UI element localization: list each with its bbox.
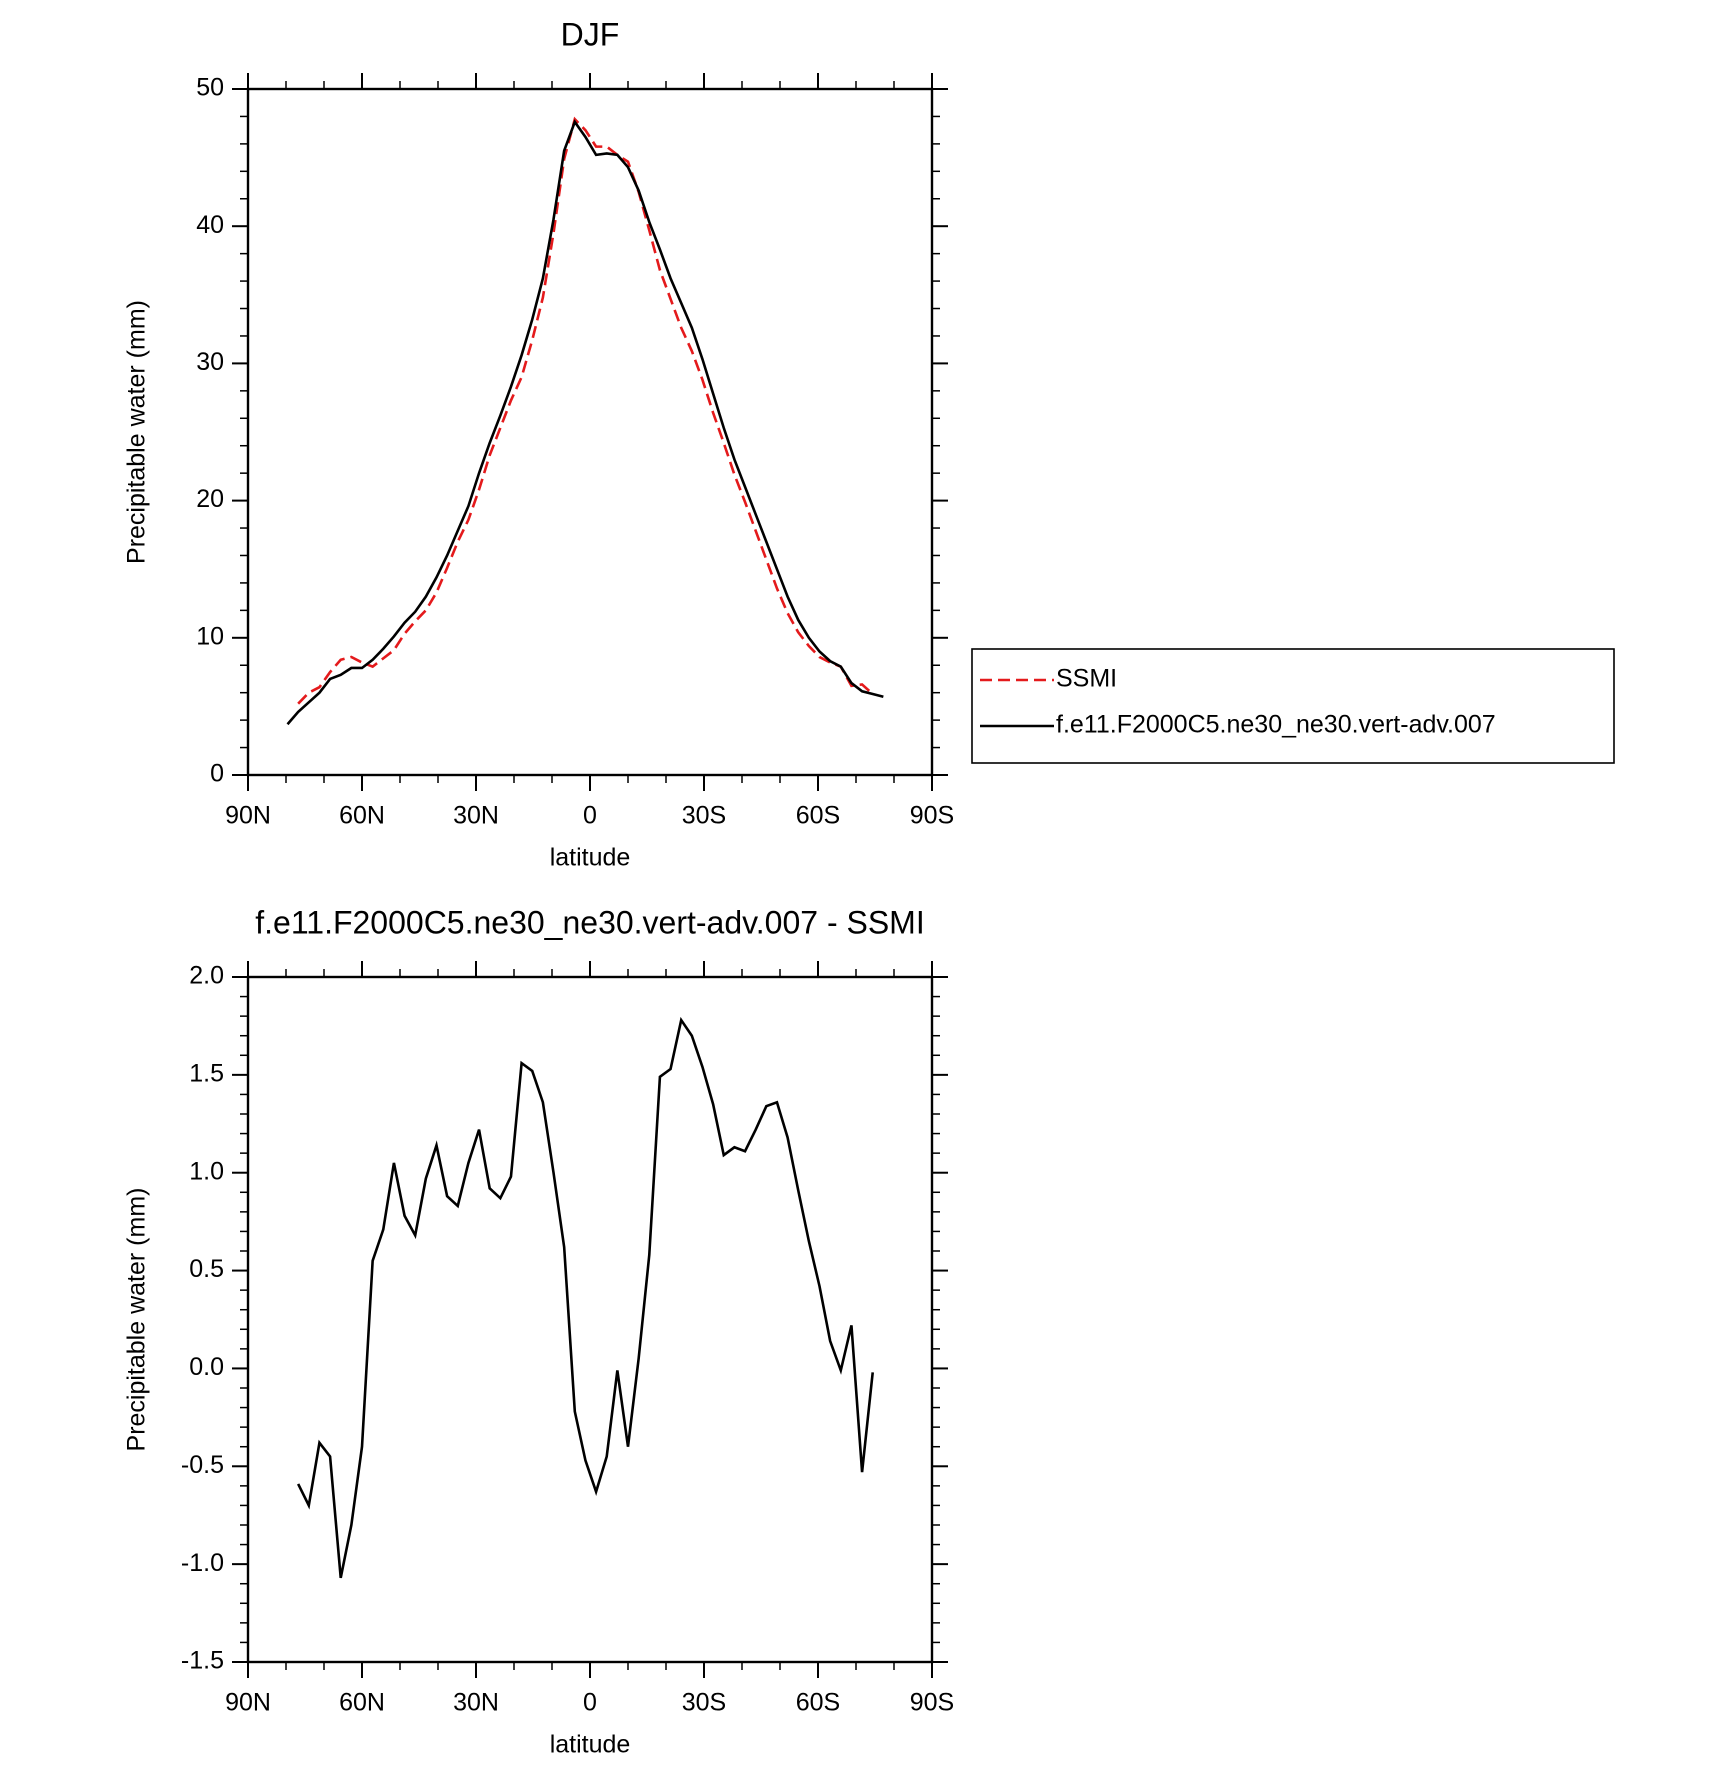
- y-axis-label: Precipitable water (mm): [123, 1188, 151, 1452]
- x-tick-label: 90S: [910, 1689, 954, 1717]
- x-tick-label: 30N: [453, 1689, 499, 1717]
- x-tick-label: 60S: [796, 1689, 840, 1717]
- chart-title: f.e11.F2000C5.ne30_ne30.vert-adv.007 - S…: [255, 904, 924, 940]
- x-tick-label: 30S: [682, 1689, 726, 1717]
- x-tick-label: 0: [583, 802, 597, 830]
- y-tick-label: 0: [210, 760, 224, 788]
- x-tick-label: 90S: [910, 802, 954, 830]
- plot-frame: [246, 975, 934, 1664]
- y-tick-label: -0.5: [181, 1451, 224, 1479]
- y-tick-label: 40: [196, 211, 224, 239]
- x-tick-label: 30N: [453, 802, 499, 830]
- data-line: [296, 1016, 875, 1579]
- x-axis-label: latitude: [550, 1731, 631, 1759]
- x-axis-label: latitude: [550, 844, 631, 872]
- legend-label: SSMI: [1056, 665, 1117, 693]
- y-tick-label: -1.0: [181, 1549, 224, 1577]
- x-tick-label: 60N: [339, 802, 385, 830]
- y-tick-label: 0.0: [189, 1353, 224, 1381]
- y-tick-label: 20: [196, 485, 224, 513]
- data-line: [297, 116, 874, 705]
- chart-title: DJF: [561, 16, 620, 52]
- y-tick-label: 50: [196, 74, 224, 102]
- legend-label: f.e11.F2000C5.ne30_ne30.vert-adv.007: [1056, 711, 1496, 739]
- y-tick-label: 0.5: [189, 1255, 224, 1283]
- legend-box: [971, 648, 1615, 764]
- y-axis-label: Precipitable water (mm): [123, 300, 151, 564]
- x-tick-label: 60N: [339, 1689, 385, 1717]
- x-tick-label: 60S: [796, 802, 840, 830]
- x-tick-label: 0: [583, 1689, 597, 1717]
- y-tick-label: 30: [196, 348, 224, 376]
- y-tick-label: -1.5: [181, 1647, 224, 1675]
- x-tick-label: 30S: [682, 802, 726, 830]
- y-tick-label: 2.0: [189, 962, 224, 990]
- plot-frame: [246, 87, 934, 777]
- x-tick-label: 90N: [225, 1689, 271, 1717]
- x-tick-label: 90N: [225, 802, 271, 830]
- data-line: [286, 119, 884, 726]
- y-tick-label: 1.5: [189, 1059, 224, 1087]
- y-tick-label: 1.0: [189, 1157, 224, 1185]
- y-tick-label: 10: [196, 622, 224, 650]
